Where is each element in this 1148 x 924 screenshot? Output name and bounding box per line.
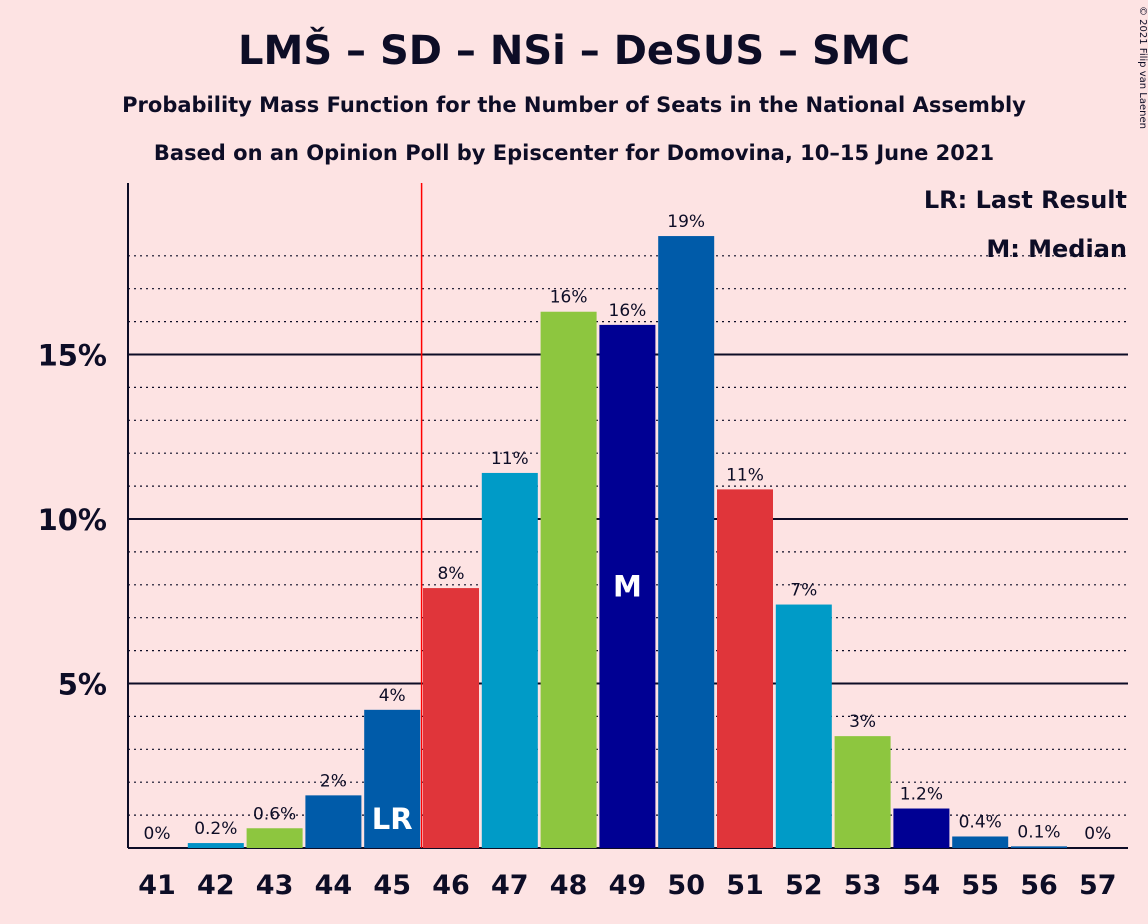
- bar-seat-42: [187, 843, 244, 848]
- data-label-seat-44: 2%: [320, 771, 347, 791]
- bar-seat-49: [599, 324, 656, 848]
- data-label-seat-45: 4%: [379, 686, 406, 706]
- x-tick-label: 41: [138, 870, 176, 901]
- bar-seat-44: [305, 795, 362, 848]
- bar-seat-53: [834, 736, 891, 848]
- data-label-seat-46: 8%: [438, 564, 465, 584]
- data-label-seat-48: 16%: [550, 288, 588, 308]
- data-label-seat-57: 0%: [1084, 824, 1111, 844]
- bar-seat-47: [481, 472, 538, 848]
- y-tick-label: 10%: [38, 503, 107, 537]
- x-tick-label: 55: [961, 870, 999, 901]
- data-label-seat-51: 11%: [726, 465, 764, 485]
- data-label-seat-54: 1.2%: [900, 785, 943, 805]
- data-label-seat-49: 16%: [609, 301, 647, 321]
- bar-seat-52: [775, 604, 832, 848]
- bar-seat-43: [246, 828, 303, 848]
- x-tick-label: 42: [197, 870, 235, 901]
- y-tick-label: 5%: [58, 668, 107, 702]
- x-tick-label: 44: [315, 870, 353, 901]
- bar-series: [187, 236, 1067, 849]
- bar-seat-54: [893, 808, 950, 848]
- legend-last-result: LR: Last Result: [924, 186, 1127, 214]
- data-label-seat-55: 0.4%: [959, 812, 1002, 832]
- x-tick-label: 45: [373, 870, 411, 901]
- x-tick-label: 51: [726, 870, 764, 901]
- data-label-seat-56: 0.1%: [1017, 822, 1060, 842]
- x-tick-label: 53: [844, 870, 882, 901]
- data-label-seat-43: 0.6%: [253, 804, 296, 824]
- chart-title: LMŠ – SD – NSi – DeSUS – SMC: [238, 26, 910, 74]
- y-axis-ticks: 5% 10% 15%: [38, 339, 107, 702]
- data-label-seat-42: 0.2%: [194, 819, 237, 839]
- x-axis-ticks: 41 42 43 44 45 46 47 48 49 50 51 52 53 54 55 56 57: [138, 870, 1116, 901]
- data-label-seat-53: 3%: [849, 712, 876, 732]
- median-marker: M: [613, 569, 642, 603]
- x-tick-label: 56: [1020, 870, 1058, 901]
- x-tick-label: 46: [432, 870, 470, 901]
- legend-median: M: Median: [986, 235, 1127, 263]
- chart-subtitle: Probability Mass Function for the Number…: [122, 93, 1026, 117]
- copyright-note: © 2021 Filip van Laenen: [1137, 6, 1148, 129]
- bar-seat-46: [423, 588, 479, 848]
- data-label-seat-50: 19%: [667, 212, 705, 232]
- x-tick-label: 50: [667, 870, 705, 901]
- x-tick-label: 54: [903, 870, 941, 901]
- data-label-seat-47: 11%: [491, 449, 529, 469]
- data-label-seat-52: 7%: [790, 581, 817, 601]
- x-tick-label: 57: [1079, 870, 1117, 901]
- x-tick-label: 49: [609, 870, 647, 901]
- x-tick-label: 47: [491, 870, 529, 901]
- bar-seat-55: [952, 836, 1009, 848]
- bar-seat-45: [364, 709, 421, 848]
- last-result-marker: LR: [372, 802, 413, 836]
- x-tick-label: 52: [785, 870, 823, 901]
- data-labels: 0% 0.2% 0.6% 2% 4% LR 8% 11% 16% 16% M 19% 11% 7% 3% 1.…: [144, 212, 1112, 844]
- data-label-seat-41: 0%: [144, 824, 171, 844]
- x-tick-label: 43: [256, 870, 294, 901]
- bar-seat-50: [658, 236, 715, 848]
- x-tick-label: 48: [550, 870, 588, 901]
- chart-subtitle-source: Based on an Opinion Poll by Episcenter f…: [154, 141, 994, 165]
- bar-seat-48: [540, 311, 597, 849]
- bar-seat-51: [717, 489, 773, 848]
- y-tick-label: 15%: [38, 339, 107, 373]
- bar-seat-56: [1011, 846, 1067, 848]
